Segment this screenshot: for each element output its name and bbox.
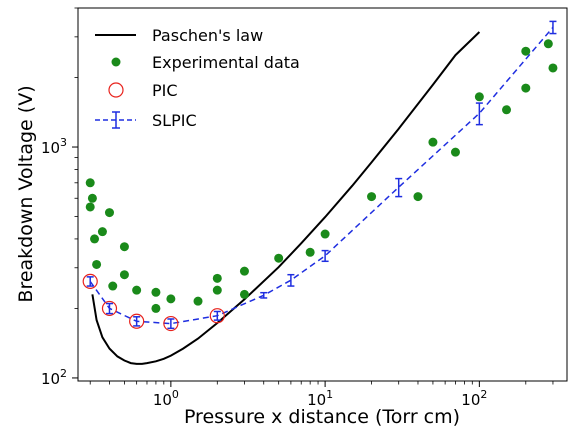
experimental-point [212, 285, 222, 295]
experimental-point [428, 137, 438, 147]
pic-point [101, 300, 118, 317]
y-tick-label: 102 [41, 367, 67, 388]
experimental-point [521, 46, 531, 56]
legend: Paschen's law Experimental data PIC SLPI… [95, 26, 300, 130]
experimental-point [119, 242, 129, 252]
legend-swatch-pic [108, 82, 124, 98]
data-layer [82, 20, 558, 365]
paschen-law-line [91, 31, 481, 365]
pic-point [209, 308, 225, 324]
experimental-point [166, 294, 176, 304]
legend-label-slpic: SLPIC [152, 111, 197, 130]
legend-label-experimental: Experimental data [152, 53, 300, 72]
experimental-point [212, 273, 222, 283]
experimental-point [108, 281, 118, 291]
experimental-point [119, 270, 129, 280]
experimental-point [274, 253, 284, 263]
y-axis-label: Breakdown Voltage (V) [15, 85, 37, 302]
experimental-point [502, 105, 512, 115]
pic-point [129, 313, 145, 329]
plot-area [77, 7, 568, 382]
experimental-point [151, 287, 161, 297]
experimental-point [521, 83, 531, 93]
legend-label-paschen: Paschen's law [152, 26, 263, 45]
x-axis-label: Pressure x distance (Torr cm) [184, 406, 460, 428]
experimental-point [367, 192, 377, 202]
x-tick-label: 100 [153, 388, 179, 409]
experimental-point [474, 92, 484, 102]
experimental-point [104, 208, 114, 218]
legend-label-pic: PIC [152, 81, 178, 100]
experimental-point [239, 289, 249, 299]
experimental-point [548, 63, 558, 73]
experimental-point [305, 247, 315, 257]
experimental-point [87, 193, 97, 203]
x-tick-label: 102 [461, 388, 487, 409]
pic-point [163, 315, 179, 332]
experimental-point [450, 147, 460, 157]
y-tick-label: 103 [41, 136, 67, 157]
experimental-point [132, 285, 142, 295]
pic-point [82, 273, 98, 289]
experimental-point [543, 39, 553, 49]
experimental-point [320, 229, 330, 239]
experimental-point [85, 178, 95, 188]
experimental-point [92, 259, 102, 269]
legend-swatch-experimental [111, 57, 121, 67]
experimental-point [239, 266, 249, 276]
experimental-point [413, 192, 423, 202]
experimental-point [97, 227, 107, 237]
experimental-point [151, 303, 161, 313]
experimental-point [193, 296, 203, 306]
experimental-point [90, 234, 100, 244]
experimental-point [85, 202, 95, 212]
